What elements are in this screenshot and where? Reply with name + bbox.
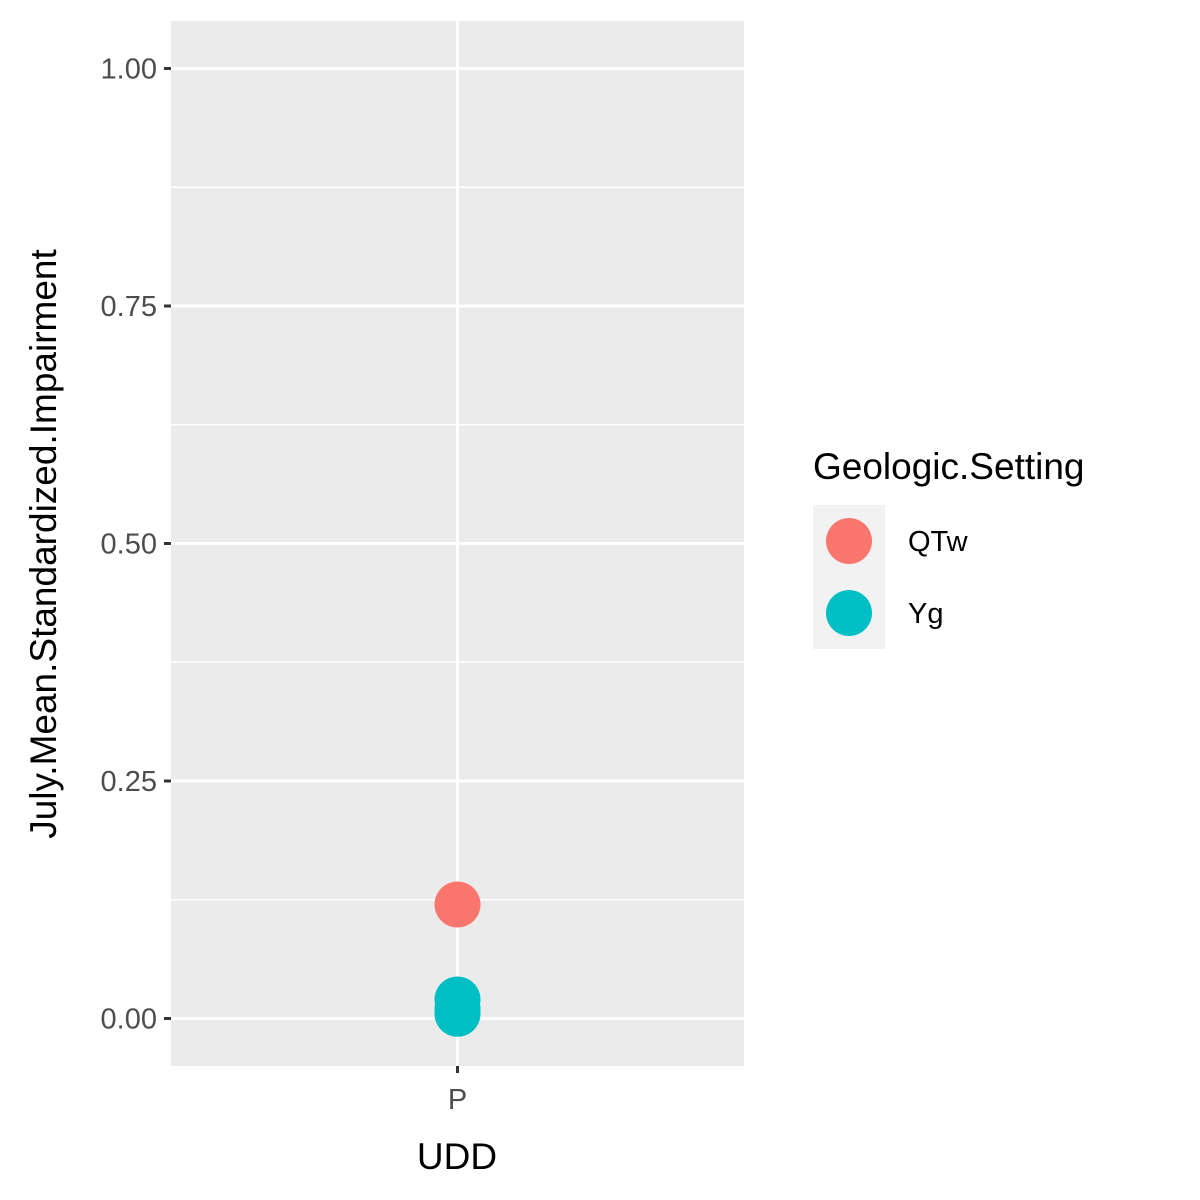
legend-title: Geologic.Setting <box>813 446 1085 487</box>
x-axis-title: UDD <box>417 1136 497 1177</box>
y-tick-label: 0.00 <box>101 1004 157 1036</box>
data-point-yg <box>434 990 481 1037</box>
y-axis: 0.00 0.25 0.50 0.75 1.00 <box>101 54 171 1036</box>
y-tick-label: 0.25 <box>101 766 157 798</box>
x-axis: P <box>448 1066 467 1116</box>
y-tick-label: 0.50 <box>101 529 157 561</box>
data-point-qtw <box>434 881 481 928</box>
legend-key-yg <box>826 590 872 636</box>
y-tick-label: 1.00 <box>101 54 157 86</box>
y-axis-title: July.Mean.Standardized.Impairment <box>23 249 64 839</box>
data-points <box>434 881 481 1037</box>
legend: Geologic.Setting QTw Yg <box>813 446 1085 649</box>
legend-key-qtw <box>826 518 872 564</box>
y-tick-label: 0.75 <box>101 291 157 323</box>
x-tick-label: P <box>448 1084 467 1116</box>
legend-label-yg: Yg <box>908 598 943 630</box>
legend-label-qtw: QTw <box>908 526 969 558</box>
